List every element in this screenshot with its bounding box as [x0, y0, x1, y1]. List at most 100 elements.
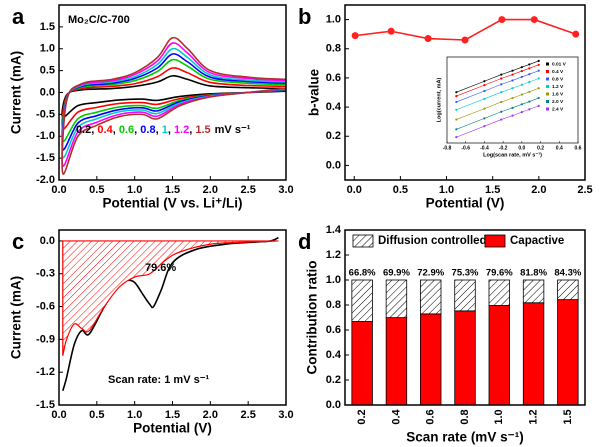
point [387, 27, 395, 35]
x-axis-label: Potential (V) [133, 421, 212, 436]
y-tick-label: -1.5 [36, 152, 55, 164]
x-tick-label: 1.0 [493, 409, 505, 424]
point [511, 87, 514, 90]
x-tick-label: 1.0 [127, 184, 142, 196]
point [498, 16, 506, 24]
x-tick-label: 0.4 [556, 145, 563, 151]
legend-separator: , [168, 124, 174, 136]
x-tick-label: -0.2 [499, 145, 508, 151]
x-tick-label: 2.5 [241, 184, 256, 196]
point [520, 75, 523, 79]
y-tick-label: -1.5 [36, 399, 55, 411]
x-tick-label: 0.6 [575, 145, 582, 151]
point [528, 108, 531, 111]
point [500, 118, 503, 121]
panel-label: d [298, 229, 311, 254]
value-label: 75.3% [452, 268, 479, 279]
legend-marker [546, 85, 549, 88]
y-tick-label: -0.3 [36, 268, 55, 280]
point [455, 108, 458, 111]
bar-segment [351, 321, 373, 406]
y-tick-label: -1.2 [36, 366, 55, 378]
point [537, 96, 540, 100]
point [424, 35, 432, 43]
point [520, 69, 523, 73]
legend-unit: mV s⁻¹ [215, 124, 251, 136]
bar-segment [385, 317, 408, 406]
point [455, 136, 458, 139]
point [351, 32, 359, 40]
plot-frame [344, 229, 586, 406]
bar-segment [557, 279, 579, 301]
bar-segment [522, 302, 545, 406]
x-tick-label: 1.0 [127, 409, 142, 421]
y-tick-label: 1.0 [326, 13, 341, 25]
x-tick-label: 2.0 [531, 184, 546, 196]
point [483, 125, 486, 128]
point [455, 91, 458, 94]
x-tick-label: 1.5 [562, 409, 574, 424]
point [511, 96, 514, 100]
legend-marker [546, 62, 549, 66]
legend-swatch [352, 234, 374, 248]
y-tick-label: -1.0 [36, 130, 55, 142]
x-tick-label: -0.8 [443, 145, 452, 151]
point [520, 93, 523, 96]
y-tick-label: 0.0 [40, 235, 55, 247]
y-axis-label: Contribution ratio [305, 261, 320, 375]
legend-entry: 1 [162, 124, 168, 136]
x-tick-label: 0.0 [347, 184, 362, 196]
x-tick-label: 3.0 [278, 184, 293, 196]
x-tick-label: 1.0 [439, 184, 454, 196]
bar-segment [454, 279, 476, 312]
x-axis-label: Scan rate (mV s⁻¹) [406, 430, 523, 445]
legend-label: 1.2 V [552, 84, 564, 90]
value-label: 69.9% [383, 268, 410, 279]
point [572, 30, 580, 38]
point [528, 73, 531, 76]
point [537, 87, 540, 90]
legend-separator: , [113, 124, 119, 136]
value-label: 81.8% [520, 268, 547, 279]
legend-separator: , [134, 124, 140, 136]
y-axis-label: Current (mA) [9, 51, 24, 134]
legend-label: 0.8 V [552, 76, 564, 82]
x-tick-label: 0.5 [89, 409, 104, 421]
value-label: 72.9% [417, 268, 444, 279]
bar-segment [522, 279, 545, 304]
point [537, 69, 540, 72]
y-tick-label: 0.0 [326, 159, 341, 171]
point [520, 111, 523, 114]
x-tick-label: 0.4 [390, 408, 402, 424]
y-tick-label: 0.5 [40, 65, 55, 77]
curve [62, 236, 279, 392]
point [537, 63, 540, 66]
point [500, 83, 503, 86]
capacitive-area [62, 240, 279, 356]
legend-marker [546, 107, 549, 111]
bar-segment [557, 299, 579, 406]
plot-frame [58, 229, 287, 406]
legend-marker [546, 77, 549, 81]
point [500, 77, 503, 80]
panel-label: b [298, 4, 311, 29]
point [520, 66, 523, 69]
point [500, 91, 503, 94]
y-tick-label: 1.5 [40, 21, 55, 33]
legend-label: Capactive [510, 235, 564, 247]
legend-entry: 0.4 [97, 124, 113, 136]
y-tick-label: 1.0 [326, 274, 341, 286]
y-axis-label: b-value [307, 68, 322, 116]
point [511, 79, 514, 82]
point [511, 106, 514, 109]
legend-label: 2.4 V [552, 106, 564, 112]
y-tick-label: 0.2 [326, 130, 341, 142]
legend: 0.2, 0.4, 0.6, 0.8, 1, 1.2, 1.5 mV s⁻¹ [76, 124, 251, 136]
legend-label: 0.01 V [552, 61, 567, 67]
legend-separator: , [91, 124, 97, 136]
x-tick-label: 1.5 [165, 184, 180, 196]
point [528, 80, 531, 84]
y-tick-label: 1.0 [40, 43, 55, 55]
x-tick-label: 2.0 [203, 409, 218, 421]
y-tick-label: 0.2 [326, 374, 341, 386]
